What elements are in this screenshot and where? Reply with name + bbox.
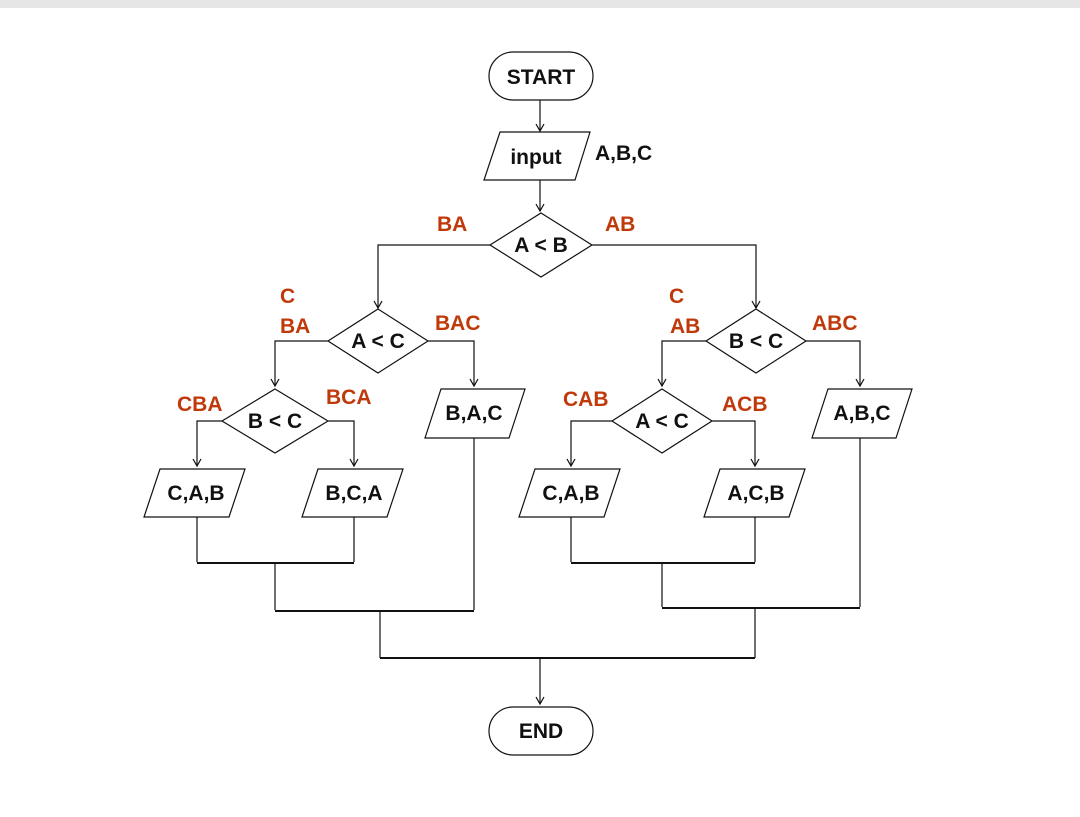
- branch-label: CBA: [177, 393, 223, 416]
- branch-label: C: [669, 285, 684, 308]
- output-a-c-b: A,C,B: [703, 468, 806, 518]
- start-label: START: [507, 66, 576, 89]
- arrow-head: [657, 378, 667, 388]
- branch-label: ABC: [812, 312, 858, 335]
- connectors: [192, 100, 865, 706]
- branch-label: BAC: [435, 312, 481, 335]
- branch-label: BCA: [326, 386, 372, 409]
- output-label: C,A,B: [542, 482, 599, 505]
- top-bar: [0, 0, 1080, 8]
- input-vars-label: A,B,C: [595, 142, 652, 165]
- branch-label: AB: [670, 315, 700, 338]
- connector-d4-left: [196, 420, 222, 466]
- branch-label: C: [280, 285, 295, 308]
- input-io: input: [483, 131, 591, 181]
- branch-label: AB: [605, 213, 635, 236]
- output-b-c-a: B,C,A: [301, 468, 404, 518]
- output-label: C,A,B: [167, 482, 224, 505]
- decision-label: A < B: [514, 234, 567, 257]
- arrow-head: [373, 300, 383, 310]
- output-c-a-b-right: C,A,B: [518, 468, 621, 518]
- decision-label: A < C: [351, 330, 404, 353]
- output-label: A,B,C: [833, 402, 890, 425]
- decision-b-lt-c-right: B < C: [704, 308, 808, 374]
- arrow-head: [349, 458, 359, 468]
- arrow-head: [750, 458, 760, 468]
- branch-label: ACB: [722, 393, 768, 416]
- arrow-head: [270, 378, 280, 388]
- decision-label: B < C: [729, 330, 783, 353]
- output-label: A,C,B: [727, 482, 784, 505]
- decision-a-lt-c-right: A < C: [610, 388, 714, 454]
- start-terminal: START: [488, 51, 594, 101]
- arrow-head: [855, 378, 865, 388]
- output-label: B,C,A: [325, 482, 382, 505]
- connector-d2-right: [428, 340, 475, 386]
- arrow-head: [535, 123, 545, 133]
- input-label: input: [510, 146, 561, 169]
- connector-d2-left: [274, 340, 328, 386]
- connector-d3-left: [661, 340, 706, 386]
- arrow-head: [535, 203, 545, 213]
- output-a-b-c: A,B,C: [811, 388, 913, 439]
- arrow-head: [751, 300, 761, 310]
- decision-label: A < C: [635, 410, 688, 433]
- end-label: END: [519, 720, 563, 743]
- arrow-head: [192, 458, 202, 468]
- output-c-a-b-left: C,A,B: [143, 468, 246, 518]
- output-b-a-c: B,A,C: [424, 388, 526, 439]
- connector-d1-left: [377, 244, 490, 308]
- output-label: B,A,C: [445, 402, 502, 425]
- branch-label: BA: [280, 315, 310, 338]
- branch-label: BA: [437, 213, 467, 236]
- decision-b-lt-c-left: B < C: [220, 388, 330, 454]
- connector-d3-right: [806, 340, 861, 386]
- branch-label: CAB: [563, 388, 609, 411]
- end-terminal: END: [488, 706, 594, 756]
- decision-a-lt-c-left: A < C: [326, 308, 430, 374]
- decision-a-lt-b: A < B: [488, 212, 594, 278]
- connector-d5-left: [570, 420, 612, 466]
- arrow-head: [535, 696, 545, 706]
- connector-d5-right: [712, 420, 756, 466]
- connector-d1-right: [592, 244, 757, 308]
- arrow-head: [469, 378, 479, 388]
- connector-d4-right: [328, 420, 355, 466]
- arrow-head: [566, 458, 576, 468]
- decision-label: B < C: [248, 410, 302, 433]
